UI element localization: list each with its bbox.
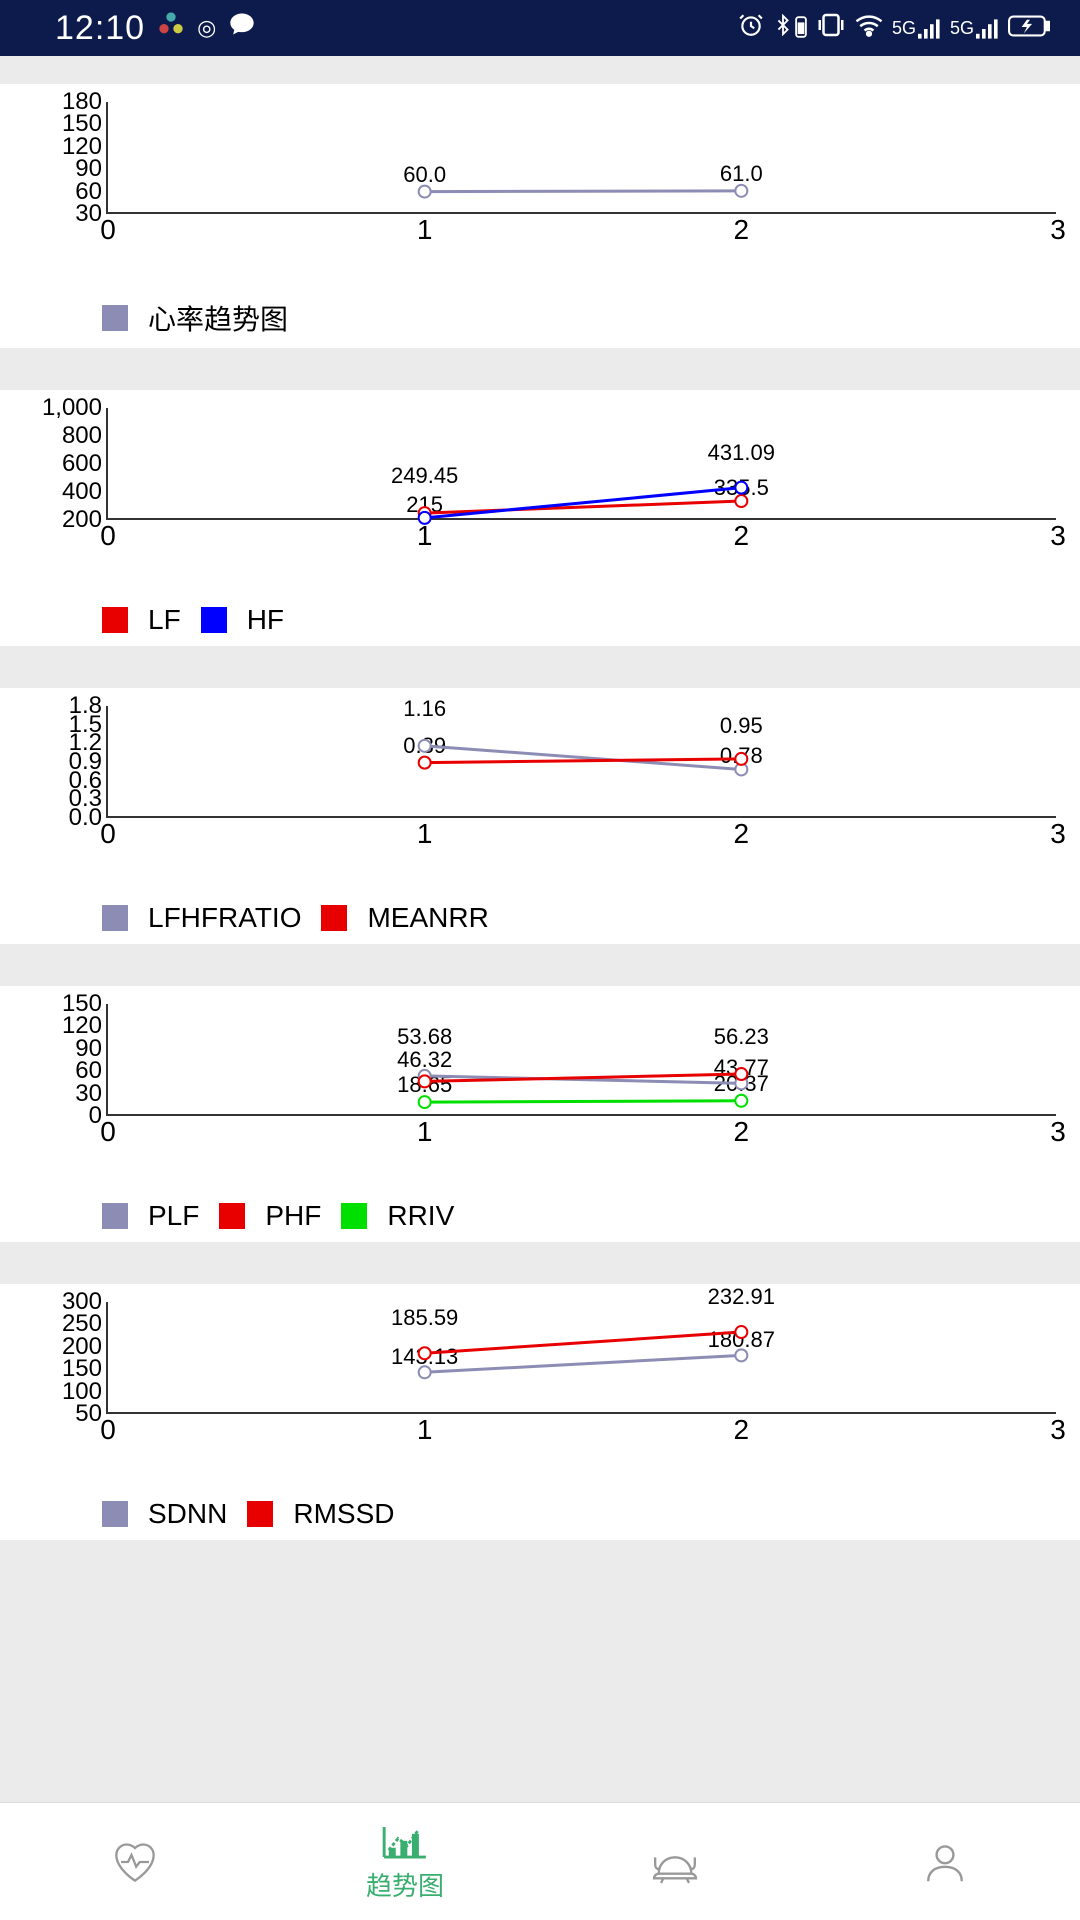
chart-lfhfratio: 0.00.30.60.91.21.51.801231.160.780.890.9… [0,688,1080,944]
status-chat-icon [228,10,256,46]
legend-swatch [321,905,347,931]
bottom-nav: 趋势图 [0,1802,1080,1920]
y-tick: 1.8 [69,692,108,720]
status-app-icon [157,10,185,46]
legend: 心率趋势图 [102,298,1062,338]
legend-label: SDNN [148,1498,227,1530]
x-tick: 0 [100,1412,116,1446]
status-bar: 12:10 ◎ 5G 5G [0,0,1080,56]
status-time: 12:10 [55,9,145,48]
legend-swatch [247,1501,273,1527]
plot-area: 0306090120150012353.6843.7746.3256.2318.… [106,1004,1056,1116]
nav-trend[interactable]: 趋势图 [270,1803,540,1920]
signal-5g-2: 5G [950,18,1000,39]
x-tick: 0 [100,816,116,850]
x-tick: 2 [734,816,750,850]
nav-heart[interactable] [0,1803,270,1920]
legend-swatch [102,905,128,931]
chart-lf-hf: 2004006008001,0000123249.45335.5215431.0… [0,390,1080,646]
legend-label: MEANRR [367,902,488,934]
legend-swatch [102,607,128,633]
x-tick: 3 [1050,816,1066,850]
plot-area: 0.00.30.60.91.21.51.801231.160.780.890.9… [106,706,1056,818]
x-tick: 2 [734,518,750,552]
x-tick: 1 [417,1114,433,1148]
legend-swatch [219,1203,245,1229]
legend: LF HF [102,604,1062,636]
signal-5g-1: 5G [892,18,942,39]
status-left: 12:10 ◎ [55,9,256,48]
x-tick: 0 [100,1114,116,1148]
plot-area: 2004006008001,0000123249.45335.5215431.0… [106,408,1056,520]
plot-area: 501001502002503000123143.13180.87185.592… [106,1302,1056,1414]
legend-swatch [102,1203,128,1229]
y-tick: 600 [62,450,108,478]
x-tick: 3 [1050,1412,1066,1446]
legend: LFHFRATIO MEANRR [102,902,1062,934]
vibrate-icon [816,12,846,45]
x-tick: 2 [734,1412,750,1446]
x-tick: 1 [417,1412,433,1446]
legend-label: PLF [148,1200,199,1232]
x-tick: 2 [734,212,750,246]
x-tick: 1 [417,816,433,850]
x-tick: 3 [1050,518,1066,552]
legend-swatch [102,305,128,331]
plot-area: 306090120150180012360.061.0 [106,102,1056,214]
y-tick: 400 [62,478,108,506]
wifi-icon [854,13,884,44]
y-tick: 180 [62,88,108,116]
x-tick: 0 [100,518,116,552]
y-tick: 300 [62,1288,108,1316]
y-tick: 1,000 [42,394,108,422]
legend-label: RRIV [387,1200,454,1232]
x-tick: 3 [1050,1114,1066,1148]
charts-scroll[interactable]: 306090120150180012360.061.0心率趋势图20040060… [0,56,1080,1802]
legend-label: LFHFRATIO [148,902,301,934]
legend-label: HF [247,604,284,636]
bluetooth-icon [772,12,808,45]
y-tick: 800 [62,422,108,450]
chart-heart-rate: 306090120150180012360.061.0 心率趋势图 [0,84,1080,348]
x-tick: 3 [1050,212,1066,246]
legend: PLF PHF RRIV [102,1200,1062,1232]
legend-label: RMSSD [293,1498,394,1530]
chart-plf-phf-rriv: 0306090120150012353.6843.7746.3256.2318.… [0,986,1080,1242]
legend-swatch [341,1203,367,1229]
legend: SDNN RMSSD [102,1498,1062,1530]
status-misc-icon: ◎ [197,15,216,41]
legend-label: 心率趋势图 [148,298,288,338]
y-tick: 150 [62,990,108,1018]
legend-label: PHF [265,1200,321,1232]
status-right: 5G 5G [738,12,1050,45]
nav-trend-label: 趋势图 [366,1866,444,1903]
x-tick: 2 [734,1114,750,1148]
x-tick: 1 [417,212,433,246]
chart-sdnn-rmssd: 501001502002503000123143.13180.87185.592… [0,1284,1080,1540]
legend-label: LF [148,604,181,636]
legend-swatch [102,1501,128,1527]
nav-relax[interactable] [540,1803,810,1920]
alarm-icon [738,12,764,45]
x-tick: 0 [100,212,116,246]
legend-swatch [201,607,227,633]
nav-profile[interactable] [810,1803,1080,1920]
battery-icon [1008,13,1050,44]
